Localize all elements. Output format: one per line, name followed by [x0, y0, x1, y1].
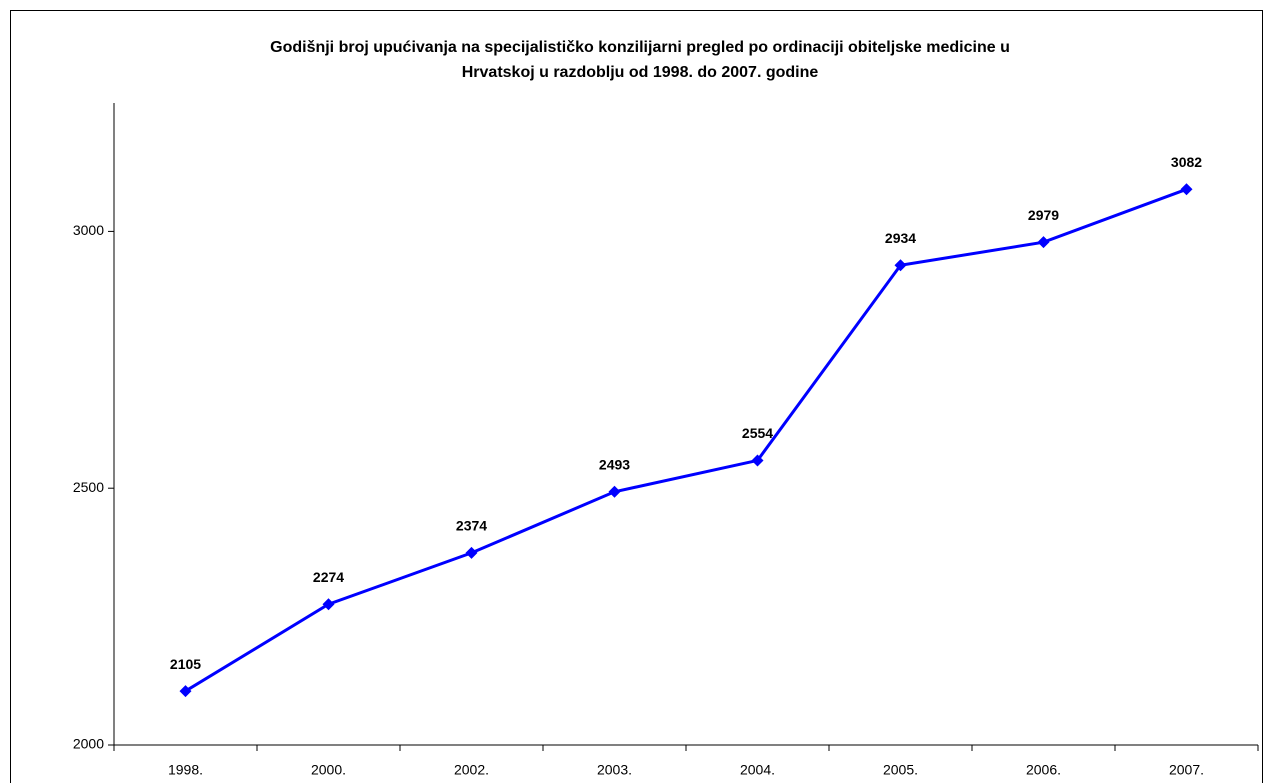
x-tick-label: 2007. — [1169, 762, 1204, 778]
x-tick-label: 2005. — [883, 762, 918, 778]
y-tick-label: 2000 — [73, 736, 104, 752]
point — [608, 485, 621, 498]
x-tick-label: 2003. — [597, 762, 632, 778]
point — [1037, 236, 1050, 249]
data-label: 2934 — [885, 230, 916, 246]
point — [465, 546, 478, 559]
x-tick-label: 1998. — [168, 762, 203, 778]
data-label: 3082 — [1171, 154, 1202, 170]
chart-frame — [10, 10, 1263, 783]
data-label: 2979 — [1028, 207, 1059, 223]
point — [322, 598, 335, 611]
point — [894, 259, 907, 272]
point — [1180, 183, 1193, 196]
x-tick-label: 2000. — [311, 762, 346, 778]
data-label: 2105 — [170, 656, 201, 672]
y-tick-label: 3000 — [73, 222, 104, 238]
x-tick-label: 2002. — [454, 762, 489, 778]
data-label: 2554 — [742, 425, 773, 441]
x-tick-label: 2006. — [1026, 762, 1061, 778]
data-label: 2274 — [313, 569, 344, 585]
point — [179, 685, 192, 698]
line — [184, 187, 1188, 693]
point — [751, 454, 764, 467]
y-tick-label: 2500 — [73, 479, 104, 495]
data-label: 2374 — [456, 518, 487, 534]
x-tick-label: 2004. — [740, 762, 775, 778]
chart-title: Godišnji broj upućivanja na specijalisti… — [270, 39, 1010, 56]
data-label: 2493 — [599, 456, 630, 472]
chart-title: Hrvatskoj u razdoblju od 1998. do 2007. … — [462, 64, 819, 81]
